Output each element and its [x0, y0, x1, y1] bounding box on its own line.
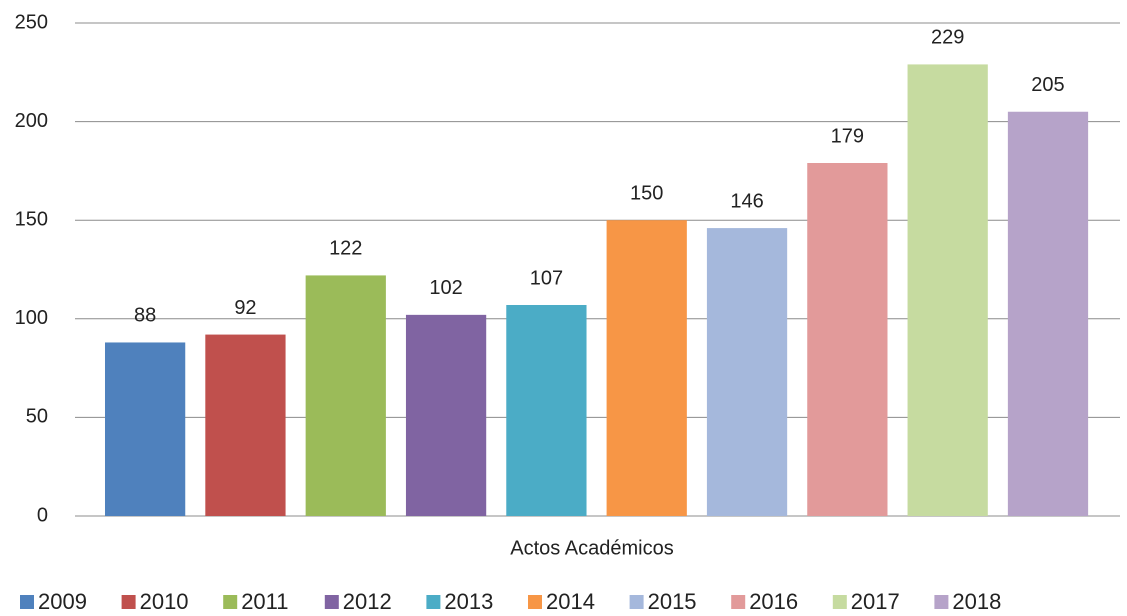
legend-swatch	[934, 595, 949, 609]
bar	[606, 220, 687, 516]
y-tick-label: 100	[15, 307, 48, 329]
legend-label: 2017	[851, 589, 900, 614]
value-label: 146	[730, 190, 763, 212]
bar	[907, 64, 988, 517]
legend-label: 2015	[648, 589, 697, 614]
value-label: 229	[931, 27, 964, 49]
category-label: Actos Académicos	[510, 537, 673, 559]
legend-label: 2012	[343, 589, 392, 614]
legend-label: 2011	[241, 589, 288, 614]
legend-label: 2013	[444, 589, 493, 614]
legend-label: 2018	[952, 589, 1001, 614]
y-tick-label: 200	[15, 110, 48, 132]
value-label: 179	[831, 125, 864, 147]
value-label: 150	[630, 182, 663, 204]
legend-label: 2009	[38, 589, 87, 614]
legend-swatch	[20, 595, 34, 609]
value-label: 92	[234, 297, 256, 319]
legend-swatch	[629, 595, 644, 609]
bar	[104, 342, 186, 516]
bar	[305, 275, 386, 516]
legend-swatch	[121, 595, 136, 609]
value-label: 88	[134, 305, 156, 327]
y-tick-label: 150	[15, 208, 48, 230]
legend-swatch	[426, 595, 441, 609]
legend-swatch	[528, 595, 542, 609]
legend-swatch	[324, 595, 339, 609]
legend-swatch	[832, 595, 847, 609]
y-tick-label: 50	[26, 406, 48, 428]
bar	[506, 304, 587, 516]
y-tick-label: 250	[15, 11, 48, 33]
bar	[405, 314, 487, 516]
legend-label: 2014	[546, 589, 595, 614]
bar	[205, 334, 286, 516]
bar	[706, 228, 788, 516]
bar	[1007, 111, 1089, 517]
value-label: 122	[329, 238, 362, 260]
bar	[807, 163, 888, 516]
legend-label: 2016	[749, 589, 798, 614]
legend-swatch	[731, 595, 746, 609]
y-tick-label: 0	[37, 504, 48, 526]
legend-swatch	[223, 595, 238, 609]
value-label: 107	[530, 267, 563, 289]
legend-label: 2010	[140, 589, 189, 614]
value-label: 102	[429, 277, 462, 299]
value-label: 205	[1031, 74, 1064, 96]
